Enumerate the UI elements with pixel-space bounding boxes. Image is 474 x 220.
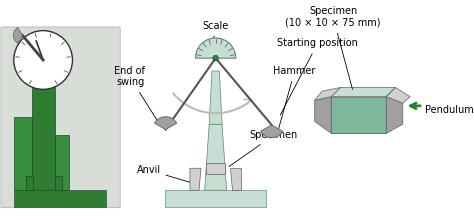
FancyBboxPatch shape xyxy=(1,27,120,208)
Polygon shape xyxy=(205,124,227,190)
Polygon shape xyxy=(315,97,331,133)
Wedge shape xyxy=(13,28,22,43)
Bar xyxy=(14,117,32,190)
Bar xyxy=(26,176,33,190)
Circle shape xyxy=(213,55,219,61)
Polygon shape xyxy=(230,168,241,190)
Polygon shape xyxy=(190,168,201,190)
Text: End of
swing: End of swing xyxy=(114,66,157,120)
Text: Scale: Scale xyxy=(202,20,229,38)
Polygon shape xyxy=(331,124,395,133)
Bar xyxy=(32,80,55,190)
Polygon shape xyxy=(209,71,222,124)
Polygon shape xyxy=(386,97,403,133)
Circle shape xyxy=(14,31,73,89)
Polygon shape xyxy=(315,88,340,100)
Polygon shape xyxy=(331,88,395,97)
Polygon shape xyxy=(386,88,395,133)
Polygon shape xyxy=(331,97,386,133)
Text: Hammer: Hammer xyxy=(273,66,316,131)
Bar xyxy=(165,190,266,207)
Wedge shape xyxy=(195,38,236,58)
Wedge shape xyxy=(261,125,283,138)
Text: Anvil: Anvil xyxy=(137,165,193,183)
Text: Pendulum: Pendulum xyxy=(425,104,474,115)
Bar xyxy=(55,176,63,190)
Bar xyxy=(55,135,69,190)
Bar xyxy=(207,163,225,174)
Polygon shape xyxy=(386,88,410,103)
Bar xyxy=(14,190,106,207)
Text: Specimen
(10 × 10 × 75 mm): Specimen (10 × 10 × 75 mm) xyxy=(285,6,381,89)
Text: Specimen: Specimen xyxy=(229,130,298,167)
FancyArrowPatch shape xyxy=(410,103,420,109)
Wedge shape xyxy=(155,117,177,130)
Text: Starting position: Starting position xyxy=(277,38,358,115)
